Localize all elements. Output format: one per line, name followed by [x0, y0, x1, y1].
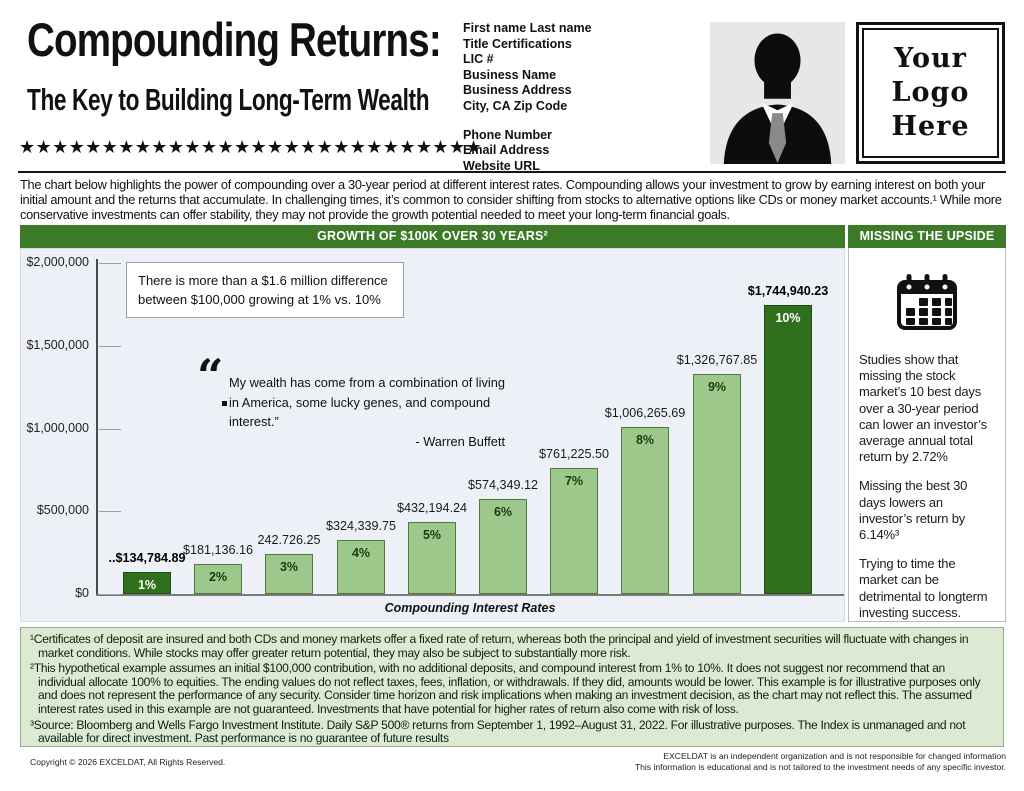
missing-upside-panel: Studies show that missing the stock mark… — [848, 248, 1006, 622]
y-axis-tick-mark — [99, 511, 121, 512]
logo-text-line: Your — [894, 43, 967, 74]
buffett-quote: My wealth has come from a combination of… — [229, 373, 531, 451]
intro-paragraph: The chart below highlights the power of … — [20, 177, 1002, 223]
missing-upside-body: Studies show that missing the stock mark… — [849, 352, 1005, 621]
y-axis-tick-mark — [99, 429, 121, 430]
bar-value-label: ..$134,784.89 — [108, 551, 186, 565]
contact-line: Website URL — [463, 158, 540, 173]
y-axis-tick-label: $500,000 — [36, 503, 89, 518]
bar-7%: 7% — [550, 468, 598, 594]
quote-attribution: - Warren Buffett — [415, 433, 505, 449]
bar-percent-label: 4% — [351, 546, 371, 560]
sidebar-paragraph: Trying to time the market can be detrime… — [859, 556, 988, 620]
bar-5%: 5% — [408, 522, 456, 594]
page-subtitle: The Key to Building Long-Term Wealth — [27, 82, 430, 117]
quote-line: My wealth has come from a combination of… — [229, 375, 505, 390]
footnote: ²This hypothetical example assumes an in… — [30, 661, 981, 716]
footnotes-panel: ¹Certificates of deposit are insured and… — [20, 627, 1004, 747]
chart-section-header: GROWTH OF $100K OVER 30 YEARS² — [20, 225, 845, 248]
disclaimer-line: EXCELDAT is an independent organization … — [663, 751, 1006, 761]
logo-text-line: Logo — [891, 77, 970, 108]
chart-panel: There is more than a $1.6 million differ… — [20, 248, 845, 622]
x-axis-line — [96, 594, 844, 596]
contact-line: City, CA Zip Code — [463, 98, 568, 113]
y-axis-tick-mark — [99, 346, 121, 347]
contact-line: Business Name — [463, 67, 557, 82]
bar-percent-label: 7% — [564, 474, 584, 488]
bar-value-label: $761,225.50 — [538, 447, 610, 461]
bar-percent-label: 9% — [707, 380, 727, 394]
star-row-icon: ★★★★★★★★★★★★★★★★★★★★★★★★★★★★ — [19, 137, 483, 157]
person-silhouette-icon — [723, 33, 832, 164]
bar-value-label: $1,744,940.23 — [747, 284, 829, 298]
x-axis-title: Compounding Interest Rates — [384, 601, 556, 615]
chart-plot: There is more than a $1.6 million differ… — [21, 249, 844, 621]
advisor-headshot-image — [710, 22, 845, 164]
contact-block: First name Last name Title Certifications… — [463, 21, 592, 174]
y-axis-tick-label: $1,500,000 — [26, 337, 89, 352]
bar-3%: 3% — [265, 554, 313, 594]
bar-value-label: $1,006,265.69 — [604, 406, 686, 420]
contact-reach-lines: Phone Number Email Address Website URL — [463, 128, 592, 175]
quote-icon: “ — [197, 349, 224, 403]
quote-line: in America, some lucky genes, and compou… — [229, 394, 491, 430]
contact-identity-lines: First name Last name Title Certifications… — [463, 21, 592, 115]
copyright-text: Copyright © 2026 EXCELDAT, All Rights Re… — [30, 757, 226, 767]
sidebar-paragraph: Studies show that missing the stock mark… — [859, 352, 987, 465]
bar-1%: 1% — [123, 572, 171, 594]
bar-10%: 10% — [764, 305, 812, 594]
bar-value-label: $324,339.75 — [325, 519, 397, 533]
bar-percent-label: 8% — [635, 433, 655, 447]
header-divider — [18, 171, 1006, 173]
contact-line: First name Last name — [463, 21, 592, 35]
disclaimer-line: This information is educational and is n… — [634, 761, 1006, 772]
y-axis-tick-label: $0 — [75, 586, 89, 600]
contact-line: Title Certifications — [463, 36, 572, 51]
bar-value-label: $574,349.12 — [467, 478, 539, 492]
logo-placeholder: Your Logo Here — [856, 22, 1005, 164]
contact-line: LIC # — [463, 52, 494, 67]
contact-line: Email Address — [463, 143, 550, 158]
bar-value-label: $181,136.16 — [182, 543, 254, 557]
y-axis-tick-label: $2,000,000 — [26, 255, 89, 269]
y-axis-tick-mark — [99, 594, 121, 595]
logo-placeholder-inner: Your Logo Here — [862, 28, 999, 158]
bar-value-label: $432,194.24 — [396, 501, 468, 515]
bar-percent-label: 1% — [137, 578, 157, 592]
disclaimer-text: EXCELDAT is an independent organization … — [635, 751, 1006, 772]
bar-percent-label: 5% — [422, 528, 442, 542]
sidebar-section-header: MISSING THE UPSIDE — [848, 225, 1006, 248]
contact-line: Phone Number — [463, 127, 552, 142]
y-axis-line — [96, 259, 98, 595]
y-axis-tick-mark — [99, 263, 121, 264]
difference-callout-box: There is more than a $1.6 million differ… — [126, 262, 404, 318]
bar-percent-label: 6% — [493, 505, 513, 519]
logo-text-line: Here — [891, 111, 970, 142]
bar-percent-label: 2% — [208, 570, 228, 584]
bar-4%: 4% — [337, 540, 385, 594]
sidebar-paragraph: Missing the best 30 days lowers an inves… — [859, 478, 968, 543]
contact-line: Business Address — [463, 83, 572, 98]
calendar-icon — [895, 272, 959, 332]
bar-6%: 6% — [479, 499, 527, 594]
page-title: Compounding Returns: — [27, 13, 442, 66]
bar-value-label: $1,326,767.85 — [676, 353, 758, 367]
y-axis-tick-label: $1,000,000 — [26, 420, 89, 435]
bar-percent-label: 3% — [279, 560, 299, 574]
footnote: ¹Certificates of deposit are insured and… — [30, 632, 969, 660]
bar-2%: 2% — [194, 564, 242, 594]
bar-percent-label: 10% — [775, 311, 801, 325]
footnote: ³Source: Bloomberg and Wells Fargo Inves… — [30, 717, 966, 746]
quote-square-icon — [222, 401, 227, 406]
bar-value-label: 242.726.25 — [257, 533, 321, 547]
bar-9%: 9% — [693, 374, 741, 594]
bar-8%: 8% — [621, 427, 669, 594]
